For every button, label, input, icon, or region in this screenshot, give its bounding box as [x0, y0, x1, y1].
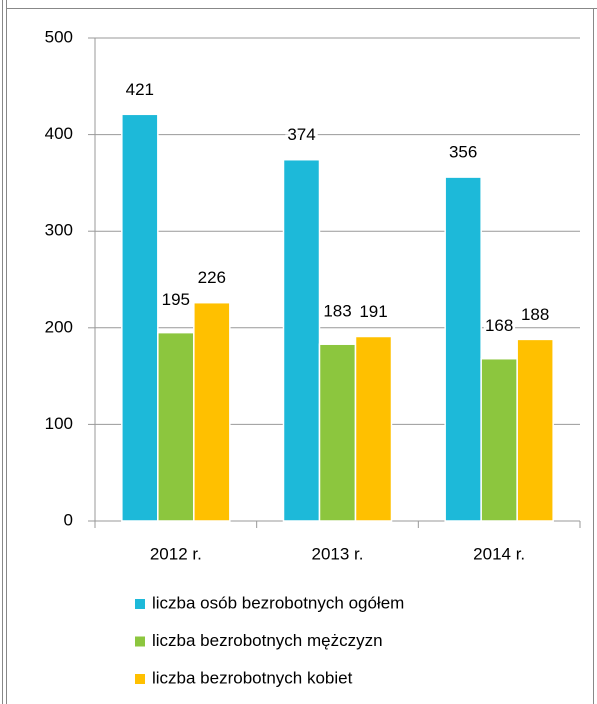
y-tick-label: 0 [64, 510, 73, 529]
value-label: 195 [162, 290, 190, 309]
bar [282, 158, 321, 522]
y-tick-label: 300 [45, 221, 73, 240]
x-tick-label: 2013 r. [312, 544, 364, 563]
legend-label: liczba bezrobotnych kobiet [152, 668, 353, 687]
value-label: 168 [485, 316, 513, 335]
bar [516, 338, 554, 522]
value-label: 374 [287, 125, 315, 144]
bar [444, 176, 482, 522]
y-tick-label: 200 [45, 317, 73, 336]
bar [480, 357, 518, 522]
value-label: 356 [449, 143, 477, 162]
x-tick-label: 2014 r. [473, 544, 525, 563]
bar [121, 113, 159, 522]
legend-label: liczba osób bezrobotnych ogółem [152, 593, 404, 612]
legend-swatch [135, 599, 145, 609]
y-tick-label: 400 [45, 124, 73, 143]
y-tick-label: 100 [45, 414, 73, 433]
y-tick-label: 500 [45, 27, 73, 46]
bar [193, 301, 231, 522]
value-label: 191 [359, 302, 387, 321]
bar [318, 343, 357, 522]
legend: liczba osób bezrobotnych ogółem liczba be… [135, 593, 404, 687]
legend-swatch [135, 636, 145, 647]
bar [354, 335, 393, 522]
legend-swatch [135, 674, 145, 684]
value-label: 421 [126, 80, 154, 99]
bar [157, 331, 195, 522]
value-label: 226 [198, 268, 226, 287]
value-label: 183 [323, 302, 351, 321]
value-label: 188 [521, 305, 549, 324]
x-tick-label: 2012 r. [150, 544, 202, 563]
legend-label: liczba bezrobotnych mężczyzn [152, 631, 383, 650]
plot: 0 100 200 300 400 500 2012 r. 421 195 226 2013 r. 3… [45, 27, 581, 563]
